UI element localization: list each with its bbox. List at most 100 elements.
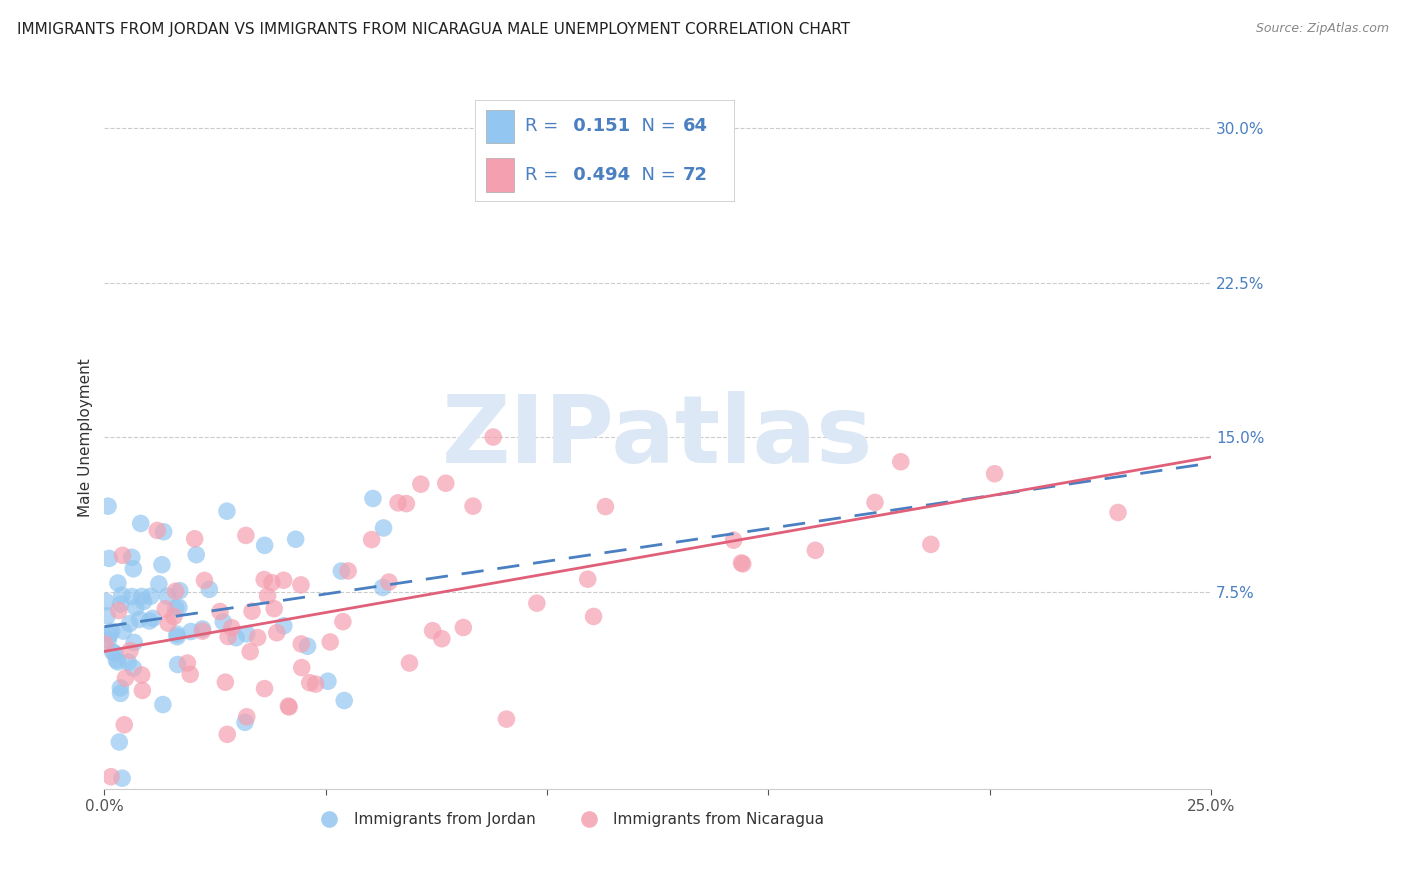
Y-axis label: Male Unemployment: Male Unemployment	[79, 358, 93, 516]
Point	[139, 589, 162, 603]
Point	[169, 583, 191, 598]
Point	[121, 550, 143, 565]
Point	[166, 657, 188, 672]
Point	[430, 632, 453, 646]
Text: IMMIGRANTS FROM JORDAN VS IMMIGRANTS FROM NICARAGUA MALE UNEMPLOYMENT CORRELATIO: IMMIGRANTS FROM JORDAN VS IMMIGRANTS FRO…	[17, 22, 851, 37]
Point	[360, 533, 382, 547]
Point	[319, 635, 342, 649]
Point	[107, 655, 129, 669]
Point	[122, 562, 145, 576]
Point	[166, 627, 188, 641]
Point	[180, 624, 202, 639]
Point	[330, 564, 353, 578]
Point	[156, 589, 179, 603]
Point	[208, 605, 231, 619]
Point	[298, 675, 321, 690]
Point	[165, 584, 187, 599]
Point	[595, 500, 617, 514]
Point	[277, 699, 299, 714]
Point	[337, 564, 360, 578]
Point	[165, 601, 187, 615]
Point	[111, 588, 134, 602]
Point	[121, 590, 143, 604]
Point	[114, 671, 136, 685]
Point	[731, 557, 754, 571]
Point	[155, 602, 177, 616]
Point	[111, 771, 134, 785]
Point	[94, 594, 117, 608]
Point	[122, 661, 145, 675]
Text: ZIPatlas: ZIPatlas	[441, 392, 873, 483]
Point	[233, 715, 256, 730]
Point	[409, 477, 432, 491]
Point	[111, 549, 134, 563]
Text: Source: ZipAtlas.com: Source: ZipAtlas.com	[1256, 22, 1389, 36]
Point	[112, 624, 135, 639]
Point	[304, 677, 326, 691]
Point	[215, 504, 238, 518]
Point	[98, 628, 121, 642]
Point	[723, 533, 745, 548]
Point	[176, 656, 198, 670]
Point	[461, 499, 484, 513]
Point	[122, 635, 145, 649]
Point	[253, 538, 276, 552]
Point	[235, 627, 257, 641]
Point	[863, 495, 886, 509]
Point	[526, 596, 548, 610]
Point	[239, 645, 262, 659]
Point	[333, 693, 356, 707]
Point	[128, 612, 150, 626]
Point	[125, 600, 148, 615]
Point	[221, 621, 243, 635]
Point	[582, 609, 605, 624]
Point	[273, 619, 295, 633]
Point	[108, 735, 131, 749]
Legend: Immigrants from Jordan, Immigrants from Nicaragua: Immigrants from Jordan, Immigrants from …	[308, 806, 831, 833]
Point	[332, 615, 354, 629]
Point	[157, 616, 180, 631]
Point	[152, 698, 174, 712]
Point	[253, 681, 276, 696]
Point	[110, 597, 132, 611]
Point	[253, 573, 276, 587]
Point	[179, 667, 201, 681]
Point	[983, 467, 1005, 481]
Point	[142, 611, 165, 625]
Point	[273, 574, 295, 588]
Point	[131, 590, 153, 604]
Point	[118, 616, 141, 631]
Point	[217, 630, 239, 644]
Point	[107, 576, 129, 591]
Point	[482, 430, 505, 444]
Point	[284, 533, 307, 547]
Point	[246, 631, 269, 645]
Point	[890, 455, 912, 469]
Point	[131, 668, 153, 682]
Point	[166, 630, 188, 644]
Point	[150, 558, 173, 572]
Point	[98, 551, 121, 566]
Point	[183, 532, 205, 546]
Point	[297, 639, 319, 653]
Point	[361, 491, 384, 506]
Point	[225, 631, 247, 645]
Point	[395, 497, 418, 511]
Point	[217, 727, 239, 741]
Point	[131, 683, 153, 698]
Point	[398, 656, 420, 670]
Point	[920, 537, 942, 551]
Point	[163, 609, 186, 624]
Point	[132, 594, 155, 608]
Point	[495, 712, 517, 726]
Point	[112, 718, 135, 732]
Point	[804, 543, 827, 558]
Point	[263, 601, 285, 615]
Point	[278, 700, 301, 714]
Point	[193, 574, 215, 588]
Point	[1107, 506, 1129, 520]
Point	[105, 653, 128, 667]
Point	[97, 499, 120, 513]
Point	[101, 645, 124, 659]
Point	[373, 521, 395, 535]
